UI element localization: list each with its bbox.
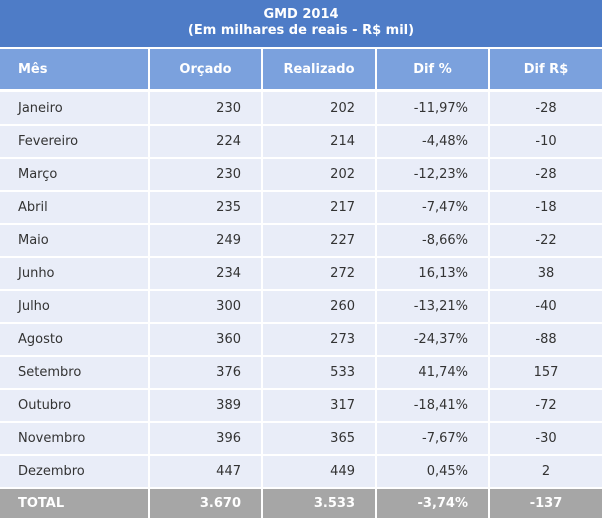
table-row: Maio 249 227 -8,66% -22 xyxy=(0,223,602,256)
cell-realizado: 214 xyxy=(261,124,375,157)
cell-dif-rs: -72 xyxy=(488,388,602,421)
table-title-bar: GMD 2014 (Em milhares de reais - R$ mil) xyxy=(0,0,602,47)
total-dif-pct: -3,74% xyxy=(375,487,488,518)
cell-dif-pct: 16,13% xyxy=(375,256,488,289)
cell-realizado: 273 xyxy=(261,322,375,355)
column-header-orcado: Orçado xyxy=(148,49,261,89)
cell-orcado: 249 xyxy=(148,223,261,256)
cell-dif-rs: 157 xyxy=(488,355,602,388)
cell-dif-rs: -28 xyxy=(488,157,602,190)
cell-orcado: 360 xyxy=(148,322,261,355)
cell-mes: Fevereiro xyxy=(0,124,148,157)
cell-dif-pct: -11,97% xyxy=(375,89,488,124)
cell-mes: Maio xyxy=(0,223,148,256)
total-dif-rs: -137 xyxy=(488,487,602,518)
cell-dif-rs: -40 xyxy=(488,289,602,322)
cell-mes: Setembro xyxy=(0,355,148,388)
cell-dif-rs: -10 xyxy=(488,124,602,157)
cell-dif-pct: -13,21% xyxy=(375,289,488,322)
cell-mes: Março xyxy=(0,157,148,190)
cell-dif-rs: 2 xyxy=(488,454,602,487)
cell-realizado: 449 xyxy=(261,454,375,487)
cell-realizado: 227 xyxy=(261,223,375,256)
cell-dif-rs: 38 xyxy=(488,256,602,289)
cell-realizado: 202 xyxy=(261,157,375,190)
cell-mes: Junho xyxy=(0,256,148,289)
table-title: GMD 2014 xyxy=(263,7,339,22)
table-row: Agosto 360 273 -24,37% -88 xyxy=(0,322,602,355)
cell-dif-pct: -7,47% xyxy=(375,190,488,223)
cell-realizado: 533 xyxy=(261,355,375,388)
cell-orcado: 234 xyxy=(148,256,261,289)
cell-mes: Novembro xyxy=(0,421,148,454)
cell-dif-pct: -18,41% xyxy=(375,388,488,421)
cell-orcado: 300 xyxy=(148,289,261,322)
cell-orcado: 230 xyxy=(148,157,261,190)
total-realizado: 3.533 xyxy=(261,487,375,518)
cell-orcado: 389 xyxy=(148,388,261,421)
table-row: Julho 300 260 -13,21% -40 xyxy=(0,289,602,322)
header-row: Mês Orçado Realizado Dif % Dif R$ xyxy=(0,49,602,89)
table-row: Dezembro 447 449 0,45% 2 xyxy=(0,454,602,487)
column-header-mes: Mês xyxy=(0,49,148,89)
cell-dif-pct: -12,23% xyxy=(375,157,488,190)
cell-dif-rs: -18 xyxy=(488,190,602,223)
cell-mes: Janeiro xyxy=(0,89,148,124)
table-row: Fevereiro 224 214 -4,48% -10 xyxy=(0,124,602,157)
cell-dif-rs: -30 xyxy=(488,421,602,454)
cell-realizado: 317 xyxy=(261,388,375,421)
table-row: Janeiro 230 202 -11,97% -28 xyxy=(0,89,602,124)
cell-orcado: 396 xyxy=(148,421,261,454)
cell-realizado: 272 xyxy=(261,256,375,289)
cell-mes: Dezembro xyxy=(0,454,148,487)
cell-mes: Julho xyxy=(0,289,148,322)
cell-orcado: 376 xyxy=(148,355,261,388)
budget-table: Mês Orçado Realizado Dif % Dif R$ Janeir… xyxy=(0,49,602,518)
cell-orcado: 230 xyxy=(148,89,261,124)
cell-dif-pct: -8,66% xyxy=(375,223,488,256)
table-subtitle: (Em milhares de reais - R$ mil) xyxy=(187,23,415,38)
cell-dif-pct: -7,67% xyxy=(375,421,488,454)
cell-mes: Outubro xyxy=(0,388,148,421)
table-row: Março 230 202 -12,23% -28 xyxy=(0,157,602,190)
cell-realizado: 365 xyxy=(261,421,375,454)
cell-orcado: 447 xyxy=(148,454,261,487)
cell-realizado: 217 xyxy=(261,190,375,223)
table-row: Junho 234 272 16,13% 38 xyxy=(0,256,602,289)
cell-dif-pct: 41,74% xyxy=(375,355,488,388)
table-row: Novembro 396 365 -7,67% -30 xyxy=(0,421,602,454)
cell-orcado: 235 xyxy=(148,190,261,223)
cell-dif-pct: 0,45% xyxy=(375,454,488,487)
column-header-dif-pct: Dif % xyxy=(375,49,488,89)
cell-realizado: 260 xyxy=(261,289,375,322)
total-row: TOTAL 3.670 3.533 -3,74% -137 xyxy=(0,487,602,518)
table-row: Abril 235 217 -7,47% -18 xyxy=(0,190,602,223)
cell-mes: Agosto xyxy=(0,322,148,355)
total-orcado: 3.670 xyxy=(148,487,261,518)
cell-mes: Abril xyxy=(0,190,148,223)
column-header-dif-rs: Dif R$ xyxy=(488,49,602,89)
cell-orcado: 224 xyxy=(148,124,261,157)
total-label: TOTAL xyxy=(0,487,148,518)
table-row: Outubro 389 317 -18,41% -72 xyxy=(0,388,602,421)
cell-dif-pct: -4,48% xyxy=(375,124,488,157)
cell-dif-rs: -88 xyxy=(488,322,602,355)
cell-realizado: 202 xyxy=(261,89,375,124)
column-header-realizado: Realizado xyxy=(261,49,375,89)
cell-dif-pct: -24,37% xyxy=(375,322,488,355)
cell-dif-rs: -22 xyxy=(488,223,602,256)
table-row: Setembro 376 533 41,74% 157 xyxy=(0,355,602,388)
cell-dif-rs: -28 xyxy=(488,89,602,124)
